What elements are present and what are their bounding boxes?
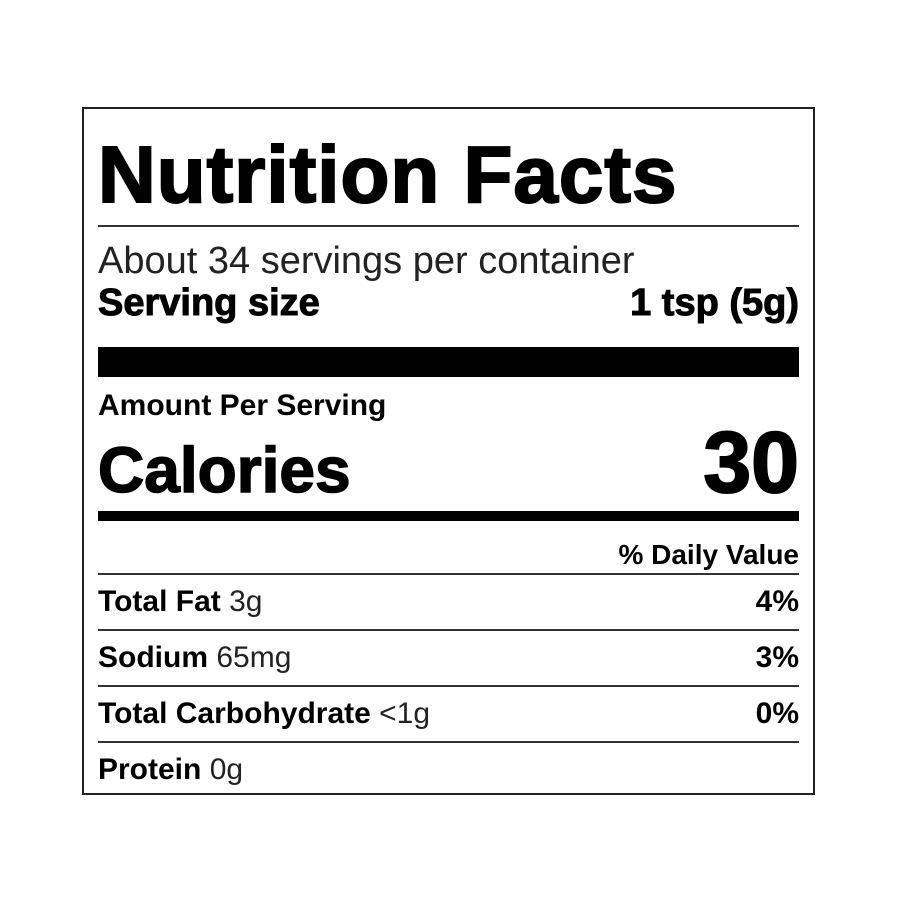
calories-row: Calories 30	[97, 415, 800, 511]
nutrient-name-amount: Total Carbohydrate <1g	[98, 697, 430, 731]
nutrient-row: Total Carbohydrate <1g 0%	[98, 685, 799, 741]
title: Nutrition Facts	[97, 130, 678, 219]
nutrient-dv: 0%	[755, 697, 799, 730]
nutrient-row: Protein 0g	[98, 741, 799, 797]
serving-size-label: Serving size	[98, 282, 321, 325]
nutrition-label: Nutrition Facts About 34 servings per co…	[82, 107, 815, 795]
divider	[98, 225, 799, 227]
nutrient-name: Total Fat	[98, 585, 221, 618]
thick-divider	[98, 347, 799, 377]
amount-per-serving: Amount Per Serving	[98, 389, 387, 422]
nutrient-amount: 0g	[209, 753, 244, 786]
nutrient-dv: 4%	[755, 585, 799, 618]
nutrient-name: Protein	[98, 753, 202, 786]
nutrient-row: Total Fat 3g 4%	[98, 573, 799, 629]
nutrient-name-amount: Total Fat 3g	[98, 585, 263, 619]
nutrient-name-amount: Sodium 65mg	[98, 641, 291, 675]
nutrient-amount: <1g	[379, 697, 431, 730]
nutrient-name: Total Carbohydrate	[98, 697, 371, 730]
calories-value: 30	[702, 415, 800, 511]
nutrient-name-amount: Protein 0g	[98, 753, 243, 787]
serving-size-row: Serving size 1 tsp (5g)	[98, 281, 800, 325]
servings-per-container: About 34 servings per container	[98, 240, 635, 282]
nutrient-amount: 65mg	[216, 641, 292, 674]
nutrient-row: Sodium 65mg 3%	[98, 629, 799, 685]
nutrient-dv: 3%	[755, 641, 799, 674]
medium-divider	[98, 511, 799, 521]
daily-value-header: % Daily Value	[618, 539, 799, 570]
nutrient-name: Sodium	[98, 641, 208, 674]
nutrient-amount: 3g	[229, 585, 263, 618]
serving-size-value: 1 tsp (5g)	[630, 282, 800, 325]
calories-label: Calories	[97, 434, 351, 506]
